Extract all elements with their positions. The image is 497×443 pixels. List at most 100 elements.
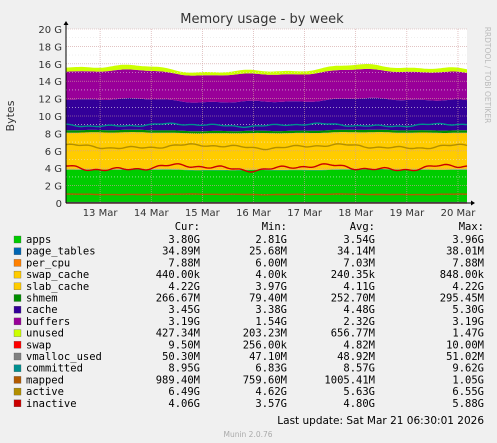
legend-cur-vmalloc_used: 50.30M [162, 351, 200, 363]
legend-cur-shmem: 266.67M [156, 293, 200, 305]
x-tick-label: 17 Mar [287, 208, 323, 219]
legend-avg-active: 5.63G [343, 386, 375, 398]
legend-avg-swap: 4.82M [343, 339, 375, 351]
legend-name-inactive: inactive [26, 398, 77, 410]
legend-min-shmem: 79.40M [249, 293, 287, 305]
legend-avg-vmalloc_used: 48.92M [337, 351, 375, 363]
legend-avg-shmem: 252.70M [331, 293, 375, 305]
legend-avg-swap_cache: 240.35k [331, 269, 376, 281]
legend-cur-active: 6.49G [168, 386, 200, 398]
legend-name-active: active [26, 386, 64, 398]
legend-max-active: 6.55G [452, 386, 484, 398]
legend-name-page_tables: page_tables [26, 246, 96, 258]
legend-swatch-committed [13, 364, 22, 372]
munin-version: Munin 2.0.76 [223, 430, 272, 439]
legend-swatch-vmalloc_used [13, 352, 22, 361]
x-tick-label: 14 Mar [134, 208, 170, 219]
legend-avg-slab_cache: 4.11G [343, 281, 375, 293]
legend-name-mapped: mapped [26, 374, 64, 386]
legend-swatch-unused [13, 329, 22, 337]
legend-swatch-per_cpu [13, 259, 22, 267]
legend-cur-buffers: 3.19G [168, 316, 200, 328]
legend-cur-inactive: 4.06G [168, 398, 200, 410]
legend-swatch-buffers [13, 317, 22, 326]
legend-avg-mapped: 1005.41M [324, 374, 375, 386]
legend-swatch-active [13, 387, 22, 396]
legend-swatch-mapped [13, 376, 22, 384]
legend-min-buffers: 1.54G [255, 316, 287, 328]
chart-title: Memory usage - by week [180, 12, 344, 27]
plot-area: 0 2 G 4 G 6 G 8 G 10 G 12 G 14 G 16 G 18 G 20 G 13 … [38, 21, 476, 219]
area-shmem [66, 129, 467, 134]
y-tick-label: 12 G [38, 95, 62, 106]
legend-min-cache: 3.38G [255, 304, 287, 316]
legend-min-active: 4.62G [255, 386, 287, 398]
legend-min-apps: 2.81G [255, 234, 287, 246]
x-tick-label: 19 Mar [389, 208, 425, 219]
y-tick-label: 20 G [38, 25, 62, 36]
area-unused [66, 64, 467, 76]
legend-cur-swap: 9.50M [168, 339, 200, 351]
x-tick-label: 15 Mar [185, 208, 221, 219]
legend-avg-cache: 4.48G [343, 304, 375, 316]
y-tick-label: 0 [56, 199, 62, 210]
legend-max-unused: 1.47G [452, 328, 484, 340]
legend-swatch-swap [13, 341, 22, 349]
last-update: Last update: Sat Mar 21 06:30:01 2026 [277, 415, 484, 427]
x-tick-label: 20 Mar [441, 208, 477, 219]
legend-name-committed: committed [26, 363, 83, 375]
x-tick-label: 18 Mar [338, 208, 374, 219]
line-mapped [66, 193, 467, 196]
legend-avg-buffers: 2.32G [343, 316, 375, 328]
legend-max-buffers: 3.19G [452, 316, 484, 328]
legend-cur-swap_cache: 440.00k [156, 269, 201, 281]
legend-avg-inactive: 4.80G [343, 398, 375, 410]
rrdtool-watermark: RRDTOOL / TOBI OETIKER [483, 27, 492, 124]
y-tick-label: 10 G [38, 112, 62, 123]
legend-avg-committed: 8.57G [343, 363, 375, 375]
legend-max-shmem: 295.45M [440, 293, 484, 305]
legend-name-apps: apps [26, 234, 51, 246]
x-tick-label: 16 Mar [236, 208, 272, 219]
legend-name-buffers: buffers [26, 316, 70, 328]
legend-min-page_tables: 25.68M [249, 246, 287, 258]
legend-cur-committed: 8.95G [168, 363, 200, 375]
legend-header: Avg: [350, 221, 375, 233]
legend-name-per_cpu: per_cpu [26, 257, 70, 269]
legend-cur-apps: 3.80G [168, 234, 200, 246]
legend-min-swap_cache: 4.00k [255, 269, 287, 281]
legend-cur-mapped: 989.40M [156, 374, 200, 386]
legend-max-per_cpu: 7.88M [452, 257, 484, 269]
legend-name-shmem: shmem [26, 293, 58, 305]
legend-avg-unused: 656.77M [331, 328, 375, 340]
legend-swatch-cache [13, 306, 22, 314]
legend-max-committed: 9.62G [452, 363, 484, 375]
legend-cur-page_tables: 34.89M [162, 246, 200, 258]
y-tick-label: 4 G [45, 164, 62, 175]
legend-name-unused: unused [26, 328, 64, 340]
legend-cur-per_cpu: 7.88M [168, 257, 200, 269]
legend-max-swap: 10.00M [446, 339, 484, 351]
legend-swatch-apps [13, 235, 22, 244]
area-buffers [66, 68, 467, 103]
legend-cur-unused: 427.34M [156, 328, 200, 340]
legend-max-inactive: 5.88G [452, 398, 484, 410]
legend: Cur: Min: Avg: Max: apps 3.80G 2.81G 3.54G 3.96G… [13, 221, 485, 410]
legend-swatch-slab_cache [13, 282, 22, 290]
legend-min-mapped: 759.60M [243, 374, 287, 386]
x-axis-arrow [471, 200, 475, 206]
y-axis-arrow [63, 21, 69, 25]
legend-avg-page_tables: 34.14M [337, 246, 375, 258]
y-tick-label: 6 G [45, 147, 62, 158]
legend-name-vmalloc_used: vmalloc_used [26, 351, 102, 363]
legend-header: Min: [262, 221, 287, 233]
legend-min-vmalloc_used: 47.10M [249, 351, 287, 363]
line-committed [65, 122, 468, 128]
y-tick-label: 16 G [38, 60, 62, 71]
legend-swatch-shmem [13, 294, 22, 302]
y-tick-label: 8 G [45, 129, 62, 140]
legend-name-slab_cache: slab_cache [26, 281, 89, 293]
legend-avg-per_cpu: 7.03M [343, 257, 375, 269]
